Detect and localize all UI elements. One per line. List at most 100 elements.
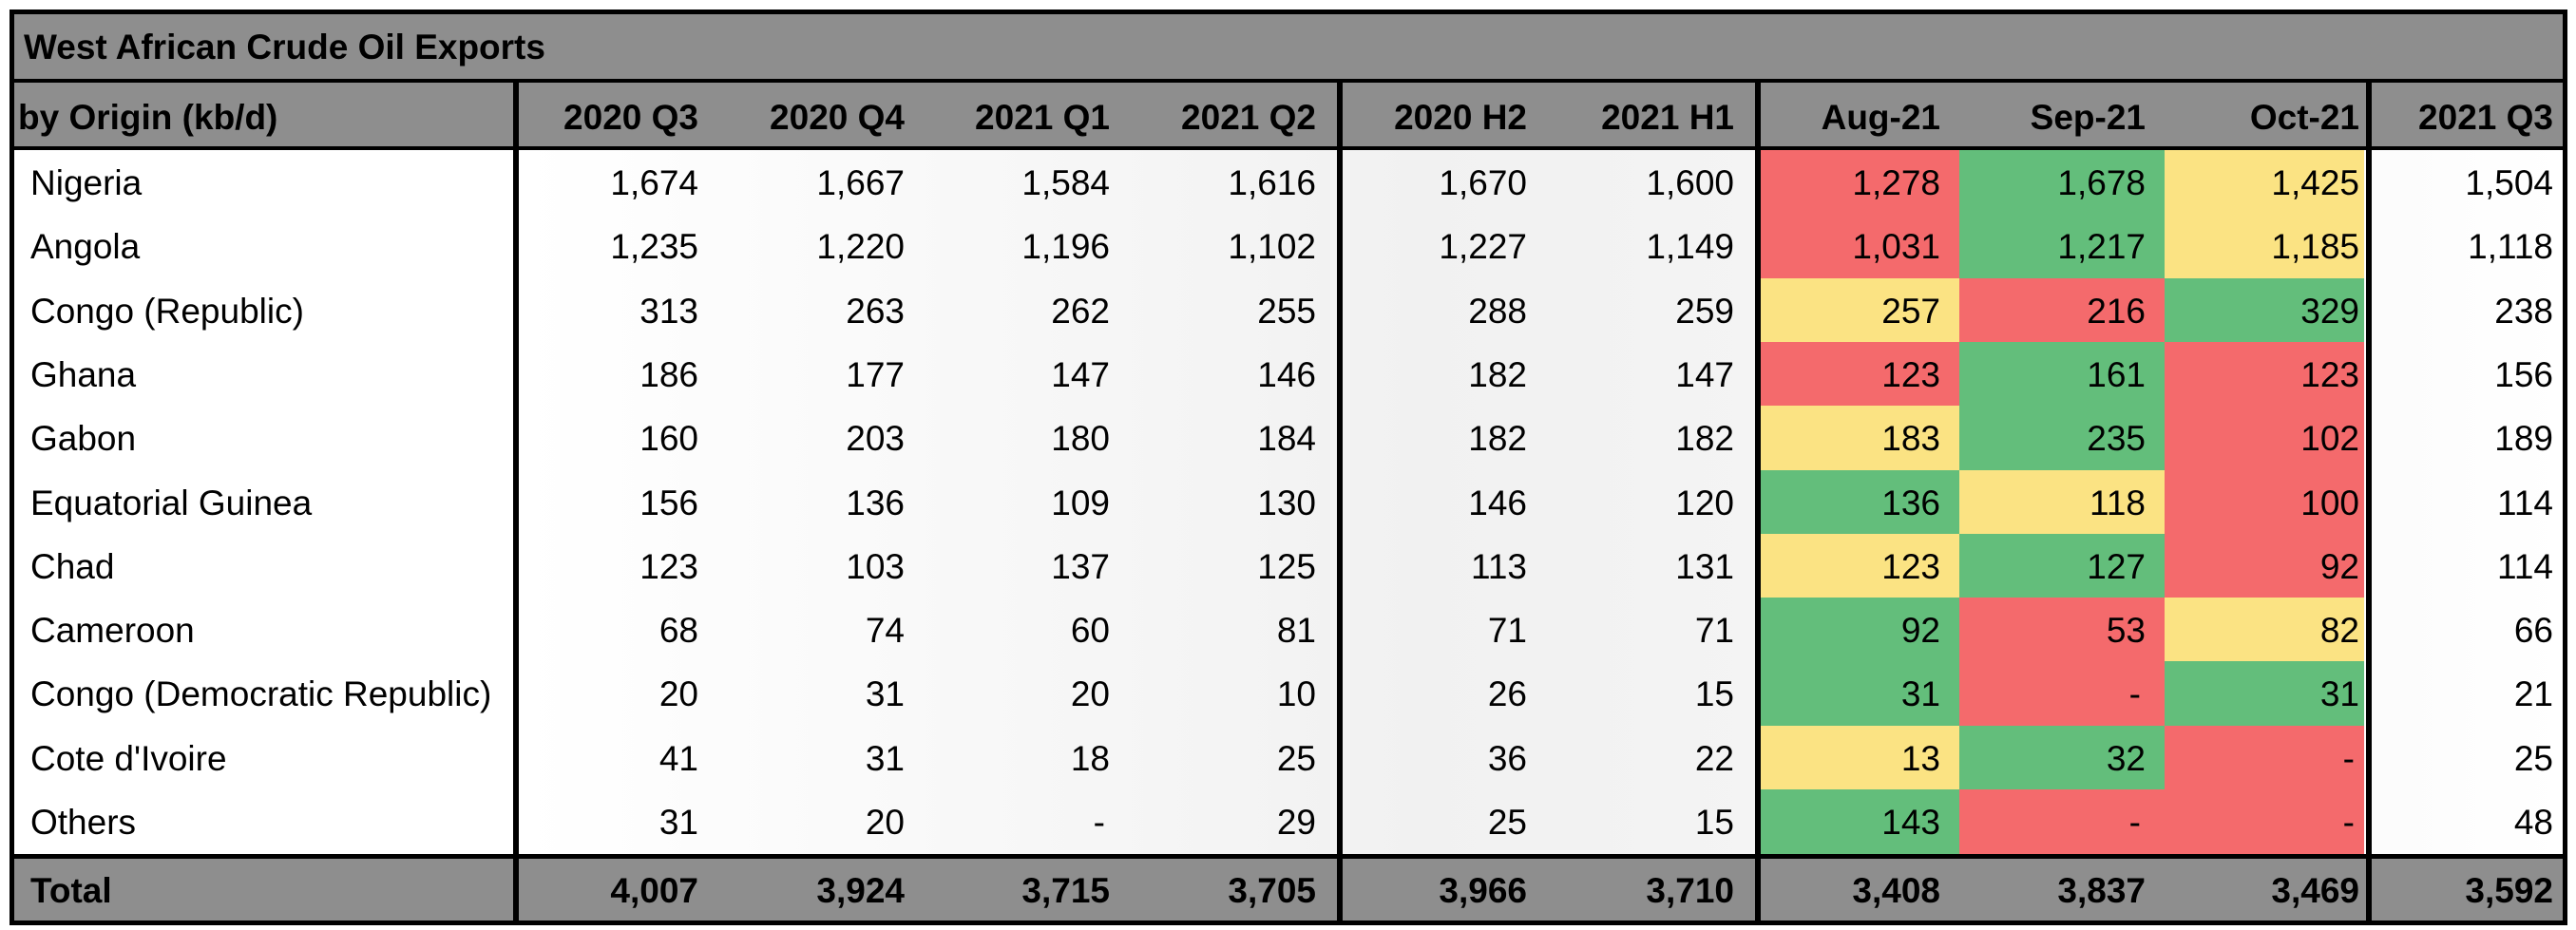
- heatmap-cell: [1959, 533, 2165, 598]
- data-cell: 125: [1257, 546, 1316, 586]
- column-header: Oct-21: [2249, 98, 2359, 137]
- data-cell: 13: [1900, 738, 1940, 778]
- data-cell: 103: [846, 546, 905, 586]
- heatmap-cell: [1758, 469, 1959, 535]
- heatmap-cell: [1959, 725, 2165, 790]
- row-label: Equatorial Guinea: [30, 483, 313, 522]
- data-cell: 147: [1051, 354, 1110, 394]
- data-cell: 161: [2087, 354, 2146, 394]
- data-cell: 123: [639, 546, 698, 586]
- data-cell: 1,235: [610, 227, 698, 267]
- data-cell: 288: [1468, 291, 1527, 331]
- row-label: Chad: [30, 546, 115, 586]
- data-cell: 120: [1675, 483, 1734, 522]
- heatmap-cell: [2165, 789, 2364, 854]
- row-label: Nigeria: [30, 163, 143, 202]
- data-cell: -: [2342, 738, 2355, 778]
- column-group-separator: [2366, 83, 2372, 921]
- data-cell: 81: [1276, 611, 1316, 651]
- column-header: 2021 Q3: [2418, 98, 2553, 137]
- heatmap-cell: [1959, 598, 2165, 662]
- data-cell: 183: [1881, 419, 1940, 459]
- column-header: Sep-21: [2030, 98, 2146, 137]
- data-cell: 71: [1694, 611, 1734, 651]
- data-cell: 1,185: [2271, 227, 2359, 267]
- row-header-label: by Origin (kb/d): [18, 98, 278, 137]
- total-label: Total: [30, 871, 112, 910]
- data-cell: 137: [1051, 546, 1110, 586]
- column-header: 2020 Q3: [563, 98, 698, 137]
- heatmap-cell: [1959, 214, 2165, 279]
- total-cell: 3,924: [816, 871, 905, 910]
- data-cell: 48: [2513, 803, 2553, 842]
- heatmap-cell: [2165, 277, 2364, 343]
- data-cell: 1,616: [1228, 163, 1316, 202]
- heatmap-cell: [1959, 469, 2165, 535]
- data-cell: 1,667: [816, 163, 905, 202]
- table-title: West African Crude Oil Exports: [24, 28, 545, 66]
- data-cell: 216: [2087, 291, 2146, 331]
- crude-exports-table: West African Crude Oil Exports by Origin…: [10, 9, 2567, 925]
- data-cell: 1,674: [610, 163, 698, 202]
- data-cell: 180: [1051, 419, 1110, 459]
- data-cell: 1,425: [2271, 163, 2359, 202]
- heatmap-cell: [1758, 277, 1959, 343]
- data-cell: 25: [1276, 738, 1316, 778]
- data-cell: 1,584: [1021, 163, 1110, 202]
- data-cell: 10: [1276, 674, 1316, 714]
- data-cell: -: [2128, 803, 2141, 842]
- heatmap-cell: [1959, 150, 2165, 215]
- total-cell: 3,408: [1852, 871, 1940, 910]
- data-cell: 203: [846, 419, 905, 459]
- heatmap-cell: [2165, 214, 2364, 279]
- row-label: Congo (Democratic Republic): [30, 674, 492, 714]
- data-cell: 146: [1257, 354, 1316, 394]
- data-cell: 31: [865, 738, 905, 778]
- column-header: 2021 Q1: [975, 98, 1110, 137]
- heatmap-cell: [1959, 661, 2165, 727]
- total-cell: 3,705: [1228, 871, 1316, 910]
- row-label: Gabon: [30, 419, 137, 459]
- data-cell: -: [2128, 674, 2141, 714]
- heatmap-cell: [1959, 406, 2165, 470]
- heatmap-cell: [2165, 533, 2364, 598]
- data-cell: 1,149: [1646, 227, 1734, 267]
- total-cell: 3,966: [1439, 871, 1527, 910]
- data-cell: 66: [2513, 611, 2553, 651]
- column-header: 2021 H1: [1601, 98, 1734, 137]
- column-header: Aug-21: [1821, 98, 1940, 137]
- data-cell: 177: [846, 354, 905, 394]
- data-cell: 156: [639, 483, 698, 522]
- data-cell: 238: [2494, 291, 2553, 331]
- heatmap-cell: [2165, 469, 2364, 535]
- data-cell: 182: [1675, 419, 1734, 459]
- data-cell: 60: [1070, 611, 1110, 651]
- data-cell: 160: [639, 419, 698, 459]
- data-cell: 118: [2089, 483, 2146, 522]
- heatmap-cell: [1959, 789, 2165, 854]
- total-cell: 4,007: [610, 871, 698, 910]
- data-cell: 74: [865, 611, 905, 651]
- data-cell: -: [1093, 803, 1105, 842]
- heatmap-cell: [1758, 661, 1959, 727]
- data-cell: 123: [1881, 354, 1940, 394]
- data-cell: 100: [2300, 483, 2359, 522]
- data-cell: 1,600: [1646, 163, 1734, 202]
- data-cell: 1,504: [2465, 163, 2553, 202]
- data-cell: 92: [2319, 546, 2359, 586]
- heatmap-cell: [2165, 406, 2364, 470]
- data-cell: 1,220: [816, 227, 905, 267]
- heatmap-cell: [1959, 277, 2165, 343]
- column-group-separator: [1755, 83, 1761, 921]
- heatmap-cell: [1758, 789, 1959, 854]
- data-cell: 1,678: [2057, 163, 2146, 202]
- data-cell: 189: [2494, 419, 2553, 459]
- data-cell: 1,031: [1852, 227, 1940, 267]
- data-cell: 68: [658, 611, 698, 651]
- data-cell: 36: [1487, 738, 1527, 778]
- data-cell: 31: [658, 803, 698, 842]
- heatmap-cell: [1758, 214, 1959, 279]
- data-cell: 1,217: [2057, 227, 2146, 267]
- data-cell: 182: [1468, 419, 1527, 459]
- heatmap-cell: [2165, 661, 2364, 727]
